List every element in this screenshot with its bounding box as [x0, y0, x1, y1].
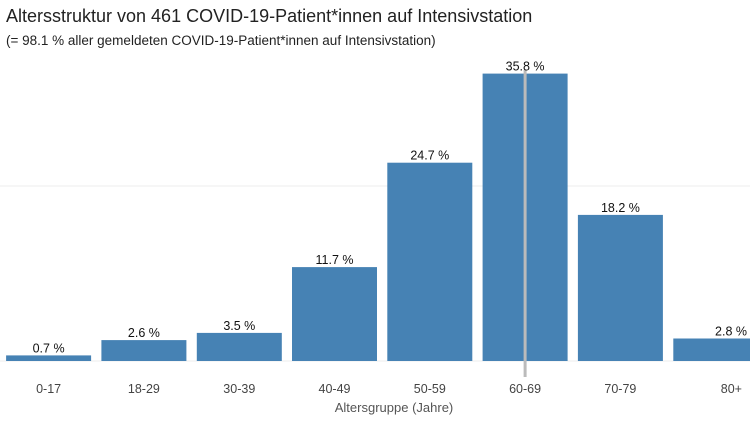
bars [6, 73, 750, 361]
data-label-30-39: 3.5 % [223, 319, 255, 333]
data-labels: 0.7 % 2.6 % 3.5 % 11.7 % 24.7 % 35.8 % 18.2 % 2… [33, 60, 747, 356]
chart-title: Altersstruktur von 461 COVID-19-Patient*… [6, 6, 533, 26]
bar-30-39 [196, 332, 282, 361]
x-tick-60-69: 60-69 [509, 382, 541, 396]
x-tick-18-29: 18-29 [128, 382, 160, 396]
data-label-70-79: 18.2 % [601, 201, 640, 215]
data-label-60-69: 35.8 % [506, 60, 545, 74]
bar-18-29 [101, 340, 187, 361]
bar-50-59 [387, 162, 473, 361]
x-tick-50-59: 50-59 [414, 382, 446, 396]
x-axis-label: Altersgruppe (Jahre) [335, 400, 454, 415]
x-tick-labels: 0-17 18-29 30-39 40-49 50-59 60-69 70-79 80+ [36, 382, 742, 396]
bar-40-49 [292, 267, 377, 361]
x-tick-0-17: 0-17 [36, 382, 61, 396]
data-label-50-59: 24.7 % [410, 149, 449, 163]
bar-0-17 [6, 355, 92, 361]
x-tick-80+: 80+ [721, 382, 742, 396]
data-label-0-17: 0.7 % [33, 341, 65, 355]
x-tick-40-49: 40-49 [319, 382, 351, 396]
x-tick-30-39: 30-39 [223, 382, 255, 396]
data-label-40-49: 11.7 % [316, 253, 354, 267]
chart-subtitle: (= 98.1 % aller gemeldeten COVID-19-Pati… [6, 33, 436, 48]
data-label-18-29: 2.6 % [128, 326, 160, 340]
x-tick-70-79: 70-79 [604, 382, 636, 396]
bar-80+ [673, 338, 750, 361]
bar-70-79 [577, 214, 663, 361]
data-label-80+: 2.8 % [715, 325, 747, 339]
